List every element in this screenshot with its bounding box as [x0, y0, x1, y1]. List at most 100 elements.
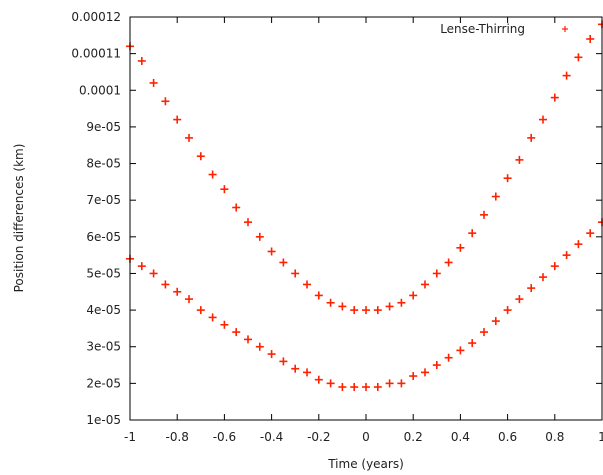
data-point	[350, 306, 359, 315]
data-point	[362, 383, 370, 392]
data-point	[362, 306, 370, 315]
data-point	[267, 350, 276, 359]
data-point	[421, 368, 429, 377]
data-point	[468, 229, 477, 238]
data-point	[503, 174, 512, 183]
plot-frame	[129, 16, 603, 421]
data-point	[185, 133, 193, 142]
data-point	[303, 368, 311, 377]
y-tick-label: 8e-05	[86, 157, 121, 171]
y-tick-label: 0.0001	[79, 83, 121, 97]
data-point	[196, 152, 205, 161]
data-point	[338, 383, 347, 392]
data-point	[527, 133, 536, 142]
data-point	[208, 170, 217, 179]
data-point	[444, 353, 453, 362]
x-tick-label: 0.6	[498, 430, 517, 444]
data-point	[338, 302, 347, 311]
data-point	[149, 78, 158, 87]
data-point	[432, 269, 441, 278]
data-point	[409, 291, 418, 300]
y-tick-label: 0.00012	[71, 10, 121, 24]
x-axis-label: Time (years)	[327, 457, 404, 471]
data-point	[456, 346, 465, 355]
data-point	[208, 313, 217, 322]
x-tick-label: 0.8	[545, 430, 564, 444]
y-tick-label: 4e-05	[86, 303, 121, 317]
x-tick-label: -0.4	[260, 430, 283, 444]
data-point	[491, 192, 500, 201]
x-tick-label: 0	[362, 430, 370, 444]
x-tick-label: 0.4	[451, 430, 470, 444]
data-point	[173, 115, 182, 124]
data-point	[491, 317, 500, 326]
y-tick-label: 7e-05	[86, 193, 121, 207]
data-point	[385, 379, 394, 388]
data-point	[326, 298, 335, 307]
data-point	[480, 210, 488, 219]
data-point	[574, 240, 583, 249]
y-tick-label: 1e-05	[86, 413, 121, 427]
data-point	[586, 34, 595, 43]
data-point	[303, 280, 311, 289]
data-point	[527, 284, 536, 293]
data-point	[562, 251, 571, 260]
data-point	[279, 258, 288, 267]
data-point	[480, 328, 488, 337]
y-tick-label: 5e-05	[86, 266, 121, 280]
data-point	[562, 71, 571, 80]
data-point	[220, 320, 229, 329]
data-point	[373, 306, 382, 315]
y-axis-label: Position differences (km)	[12, 144, 26, 293]
data-point	[468, 339, 477, 348]
data-point	[539, 273, 547, 282]
data-point	[244, 218, 252, 227]
y-tick-label: 3e-05	[86, 340, 121, 354]
data-point	[161, 280, 170, 289]
data-point	[444, 258, 453, 267]
data-point	[255, 232, 264, 241]
data-point	[220, 185, 229, 194]
data-point	[255, 342, 264, 351]
data-point	[515, 295, 524, 304]
data-point	[314, 291, 323, 300]
legend: Lense-Thirring	[440, 22, 568, 36]
y-tick-label: 9e-05	[86, 120, 121, 134]
x-tick-label: 1	[598, 430, 603, 444]
x-tick-label: 0.2	[404, 430, 423, 444]
x-tick-label: -0.2	[307, 430, 330, 444]
y-tick-label: 0.00011	[71, 47, 121, 61]
data-point	[137, 56, 146, 65]
y-tick-label: 2e-05	[86, 376, 121, 390]
legend-marker	[562, 26, 568, 32]
data-point	[397, 298, 406, 307]
y-tick-label: 6e-05	[86, 230, 121, 244]
data-point	[326, 379, 335, 388]
data-point	[586, 229, 595, 238]
data-point	[314, 375, 323, 384]
data-point	[196, 306, 205, 315]
data-point	[550, 262, 559, 271]
data-point	[574, 53, 583, 62]
x-tick-label: -0.6	[213, 430, 236, 444]
data-point	[432, 361, 441, 370]
series-layer	[126, 20, 603, 392]
data-point	[515, 155, 524, 164]
data-point	[456, 243, 465, 252]
legend-label: Lense-Thirring	[440, 22, 525, 36]
data-point	[291, 269, 300, 278]
ticks-layer: -1 -0.8 -0.6 -0.4 -0.2 0 0.2 0.4 0.6 0.8 1 1e-05 2e-…	[71, 10, 603, 444]
data-point	[161, 97, 170, 106]
data-point	[373, 383, 382, 392]
data-point	[397, 379, 406, 388]
data-point	[279, 357, 288, 366]
data-point	[244, 335, 252, 344]
data-point	[232, 203, 241, 212]
series-lense-thirring	[126, 20, 603, 392]
x-tick-label: -0.8	[165, 430, 188, 444]
data-point	[173, 287, 182, 296]
data-point	[421, 280, 429, 289]
data-point	[350, 383, 359, 392]
data-point	[291, 364, 300, 373]
